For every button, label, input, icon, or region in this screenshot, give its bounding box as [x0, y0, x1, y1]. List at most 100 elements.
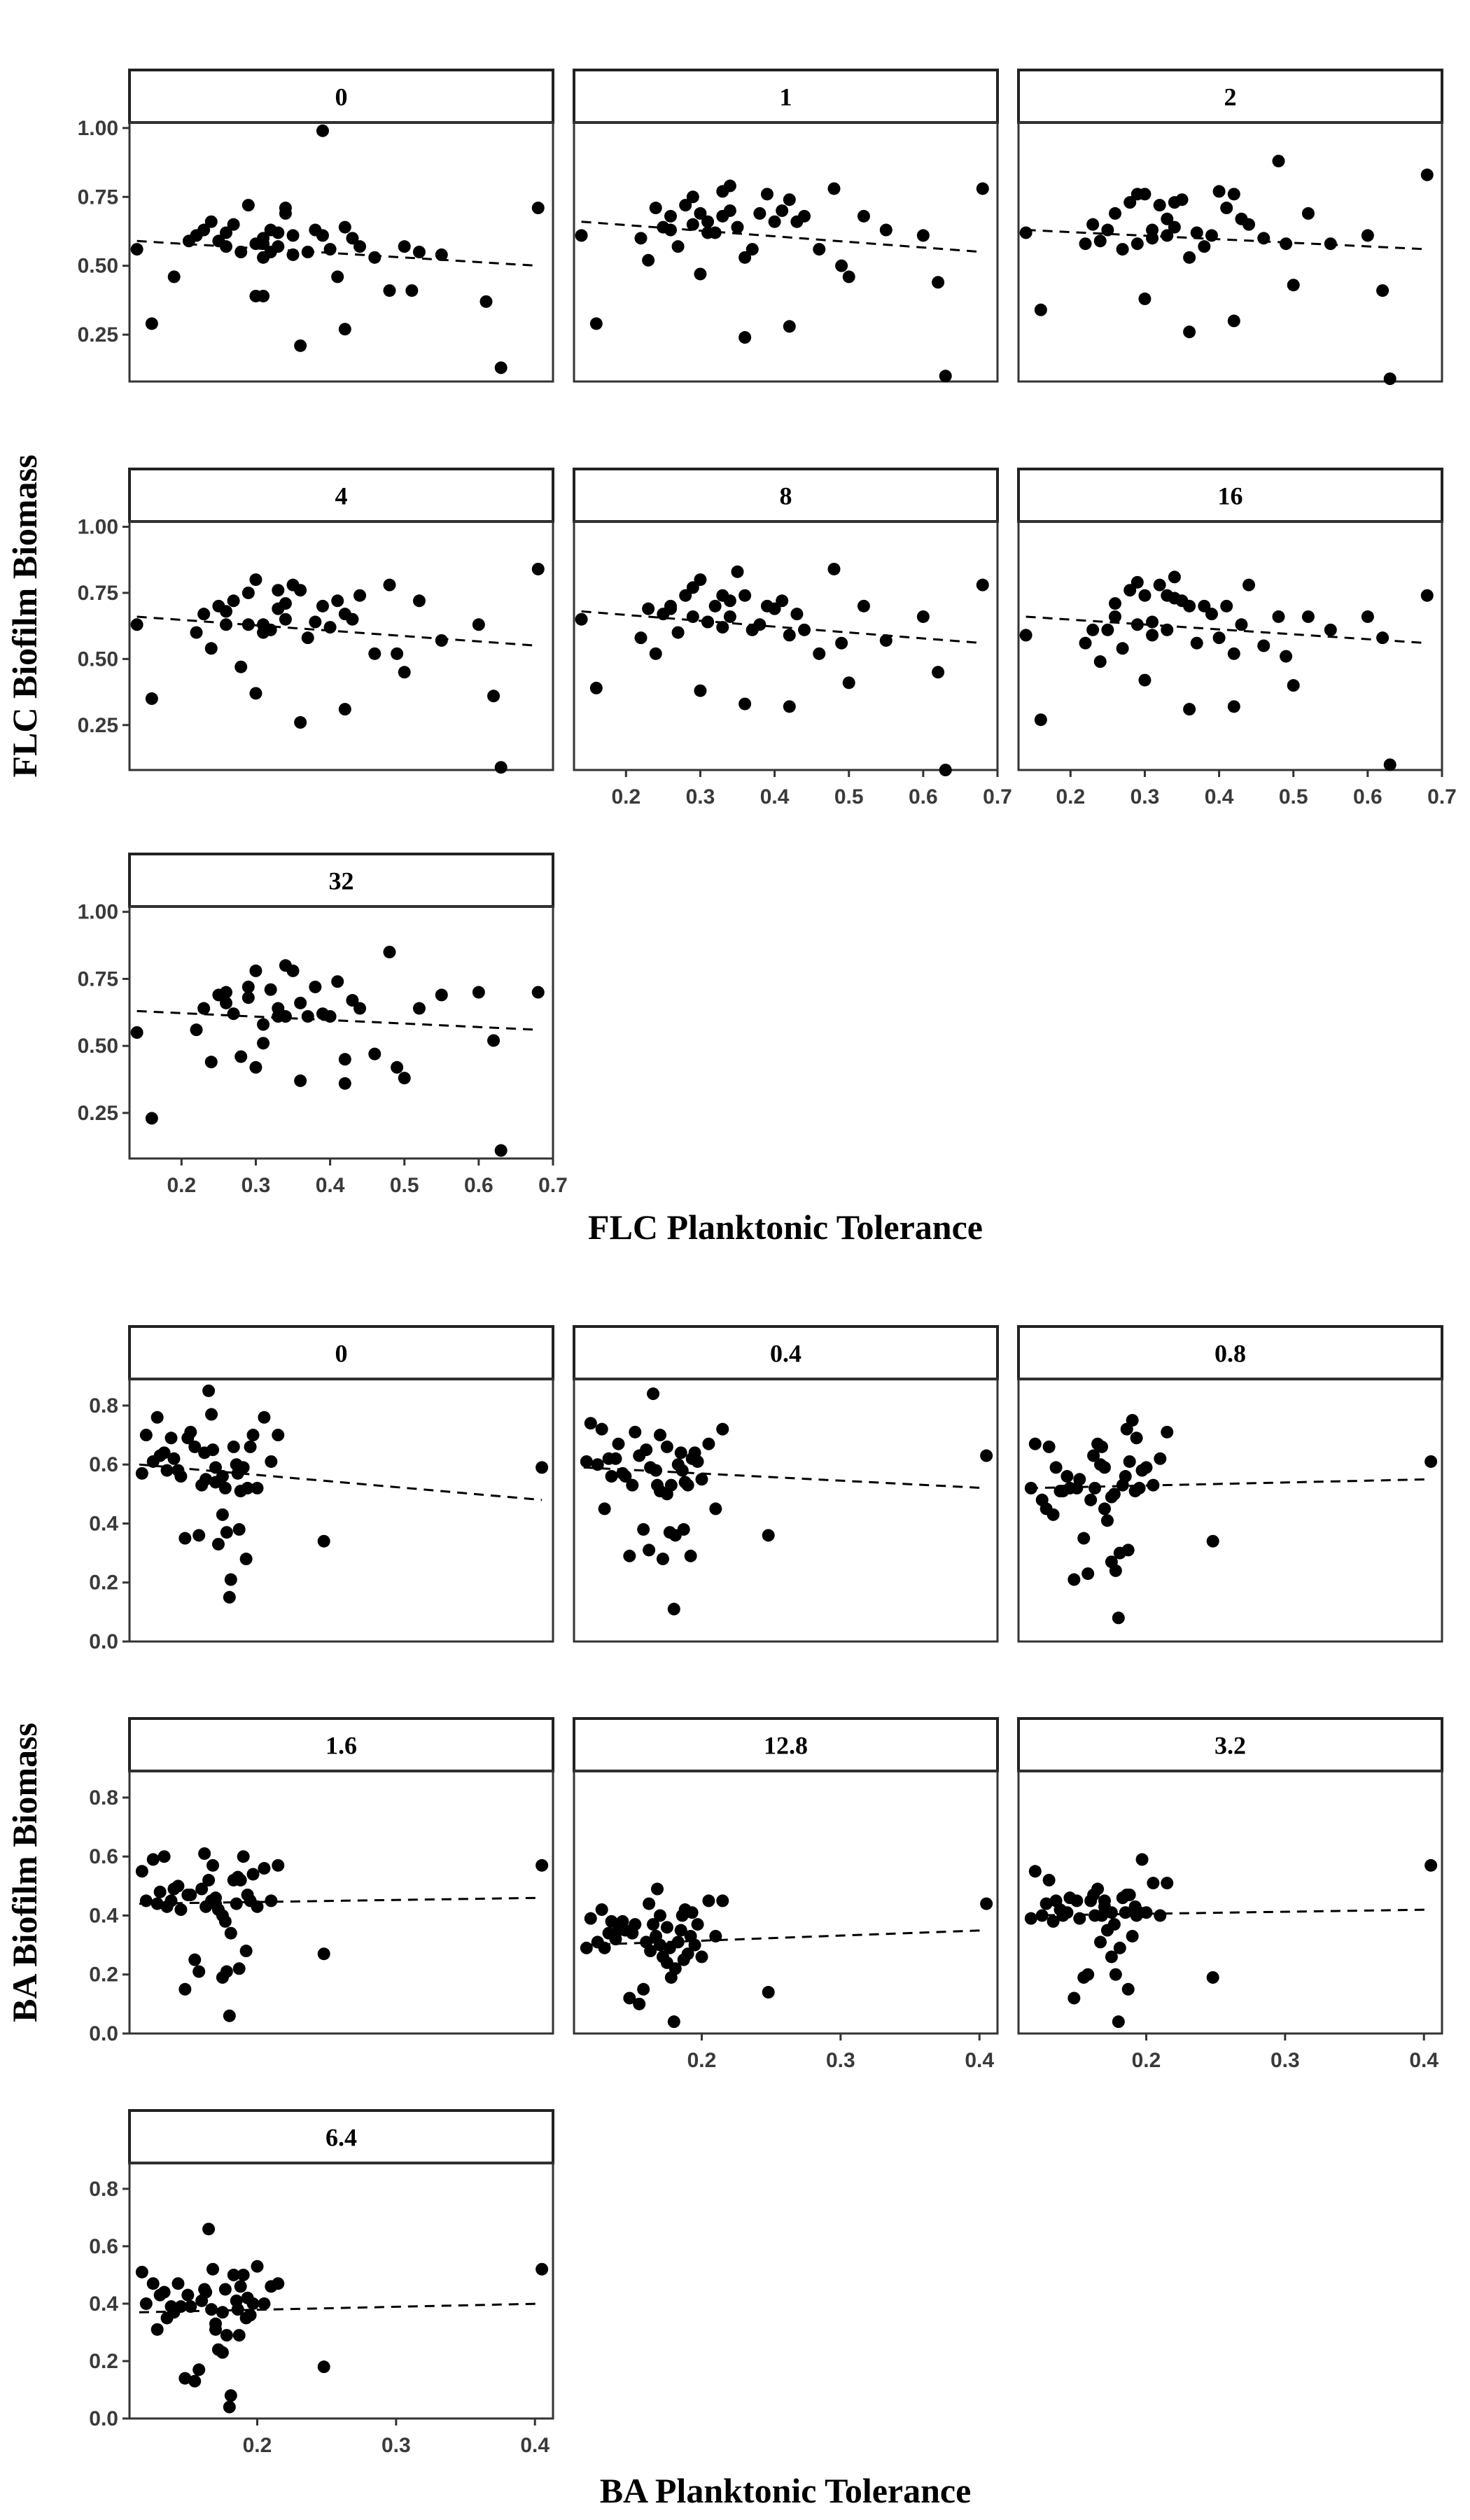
data-point: [1082, 1567, 1095, 1581]
data-point: [205, 1408, 218, 1421]
data-point: [1130, 618, 1144, 631]
data-point: [190, 1023, 203, 1037]
data-point: [272, 584, 285, 597]
data-point: [1133, 1481, 1146, 1494]
data-point: [1087, 1449, 1100, 1462]
data-point: [223, 2400, 236, 2414]
data-point: [391, 647, 404, 660]
data-point: [316, 599, 329, 612]
data-point: [487, 1034, 500, 1047]
data-point: [368, 647, 382, 660]
data-point: [1019, 226, 1032, 239]
facet-strip: [128, 468, 554, 523]
data-point: [1190, 636, 1203, 650]
data-point: [202, 1873, 216, 1886]
data-point: [216, 2346, 229, 2359]
data-point: [135, 2265, 148, 2278]
data-point: [198, 1847, 211, 1860]
data-point: [1242, 218, 1256, 231]
x-tick-label: 0.5: [1279, 785, 1308, 808]
x-tick-label: 0.2: [611, 785, 640, 808]
facet-panel: 8 0.2 0.3 0.4 0.5 0.6 0.7: [573, 468, 1012, 808]
data-point: [647, 1918, 660, 1931]
data-point: [1035, 1909, 1049, 1922]
data-point: [219, 996, 232, 1009]
data-point: [688, 1938, 701, 1952]
data-point: [1124, 584, 1137, 597]
x-tick-label: 0.3: [1130, 785, 1160, 808]
data-point: [323, 1010, 337, 1023]
data-point: [1140, 1906, 1153, 1919]
data-point: [1098, 1461, 1111, 1474]
data-point: [246, 1429, 260, 1442]
data-point: [412, 1002, 426, 1015]
data-point: [234, 1050, 248, 1063]
facet-panel: 2: [1017, 69, 1443, 386]
data-point: [584, 1912, 597, 1925]
data-point: [813, 647, 826, 660]
facet-label: 3.2: [1214, 1732, 1246, 1760]
data-point: [205, 2303, 218, 2316]
x-tick-label: 0.4: [1205, 785, 1234, 808]
data-point: [1168, 592, 1181, 605]
facet-strip: [128, 69, 554, 124]
data-point: [637, 1522, 650, 1536]
x-tick-label: 0.2: [687, 2049, 717, 2072]
facet-panel: 0 0.25 0.50 0.75 1.00: [78, 69, 554, 383]
data-point: [798, 623, 811, 636]
panel-frame: [1017, 1770, 1443, 2035]
data-point: [145, 692, 158, 706]
data-point: [246, 2297, 260, 2310]
data-point: [257, 626, 270, 639]
x-tick-label: 0.7: [983, 785, 1012, 808]
data-point: [135, 1466, 148, 1480]
data-point: [1138, 589, 1152, 602]
data-point: [220, 1526, 233, 1539]
data-point: [1161, 1425, 1174, 1438]
data-point: [202, 1384, 216, 1397]
data-point: [605, 1470, 618, 1483]
data-point: [338, 220, 351, 234]
data-point: [231, 2303, 244, 2316]
data-point: [1205, 229, 1218, 242]
data-point: [612, 1437, 625, 1450]
data-point: [1376, 631, 1390, 645]
data-point: [323, 621, 337, 634]
data-point: [857, 209, 870, 223]
data-point: [653, 1938, 666, 1952]
data-point: [1235, 618, 1248, 631]
data-point: [241, 1481, 254, 1494]
data-point: [368, 251, 382, 264]
data-point: [1168, 220, 1181, 234]
data-point: [150, 2323, 164, 2336]
data-point: [172, 1879, 185, 1893]
x-tick-label: 0.5: [390, 1174, 419, 1197]
y-tick-label: 0.25: [78, 1102, 118, 1125]
data-point: [1257, 639, 1270, 652]
data-point: [701, 226, 715, 239]
data-point: [1034, 303, 1047, 316]
data-point: [227, 594, 240, 608]
data-point: [708, 599, 722, 612]
data-point: [664, 1478, 678, 1492]
data-point: [536, 2262, 549, 2276]
data-point: [172, 2277, 185, 2290]
data-point: [294, 339, 307, 352]
x-tick-label: 0.4: [520, 2434, 550, 2457]
data-point: [167, 1452, 181, 1465]
data-point: [1049, 1461, 1063, 1474]
data-point: [130, 243, 144, 256]
data-point: [783, 700, 796, 713]
data-point: [219, 226, 232, 239]
panel-frame: [573, 121, 999, 383]
data-point: [980, 1897, 993, 1910]
data-point: [1272, 155, 1285, 168]
data-point: [686, 190, 699, 204]
data-point: [197, 223, 211, 237]
data-point: [167, 270, 181, 284]
data-point: [1146, 615, 1159, 629]
data-point: [634, 631, 648, 645]
data-point: [192, 1965, 206, 1978]
data-point: [531, 562, 545, 575]
data-point: [595, 1903, 608, 1917]
